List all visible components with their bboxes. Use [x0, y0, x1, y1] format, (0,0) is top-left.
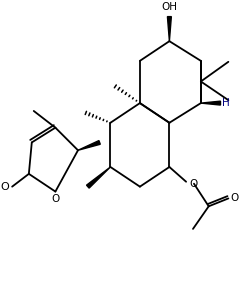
Polygon shape [167, 17, 171, 41]
Text: H: H [222, 98, 230, 108]
Text: OH: OH [161, 2, 177, 12]
Text: O: O [51, 193, 60, 204]
Polygon shape [86, 167, 110, 188]
Text: O: O [189, 179, 197, 189]
Polygon shape [78, 141, 100, 150]
Text: O: O [230, 193, 239, 203]
Text: O: O [0, 182, 9, 192]
Polygon shape [201, 101, 221, 105]
